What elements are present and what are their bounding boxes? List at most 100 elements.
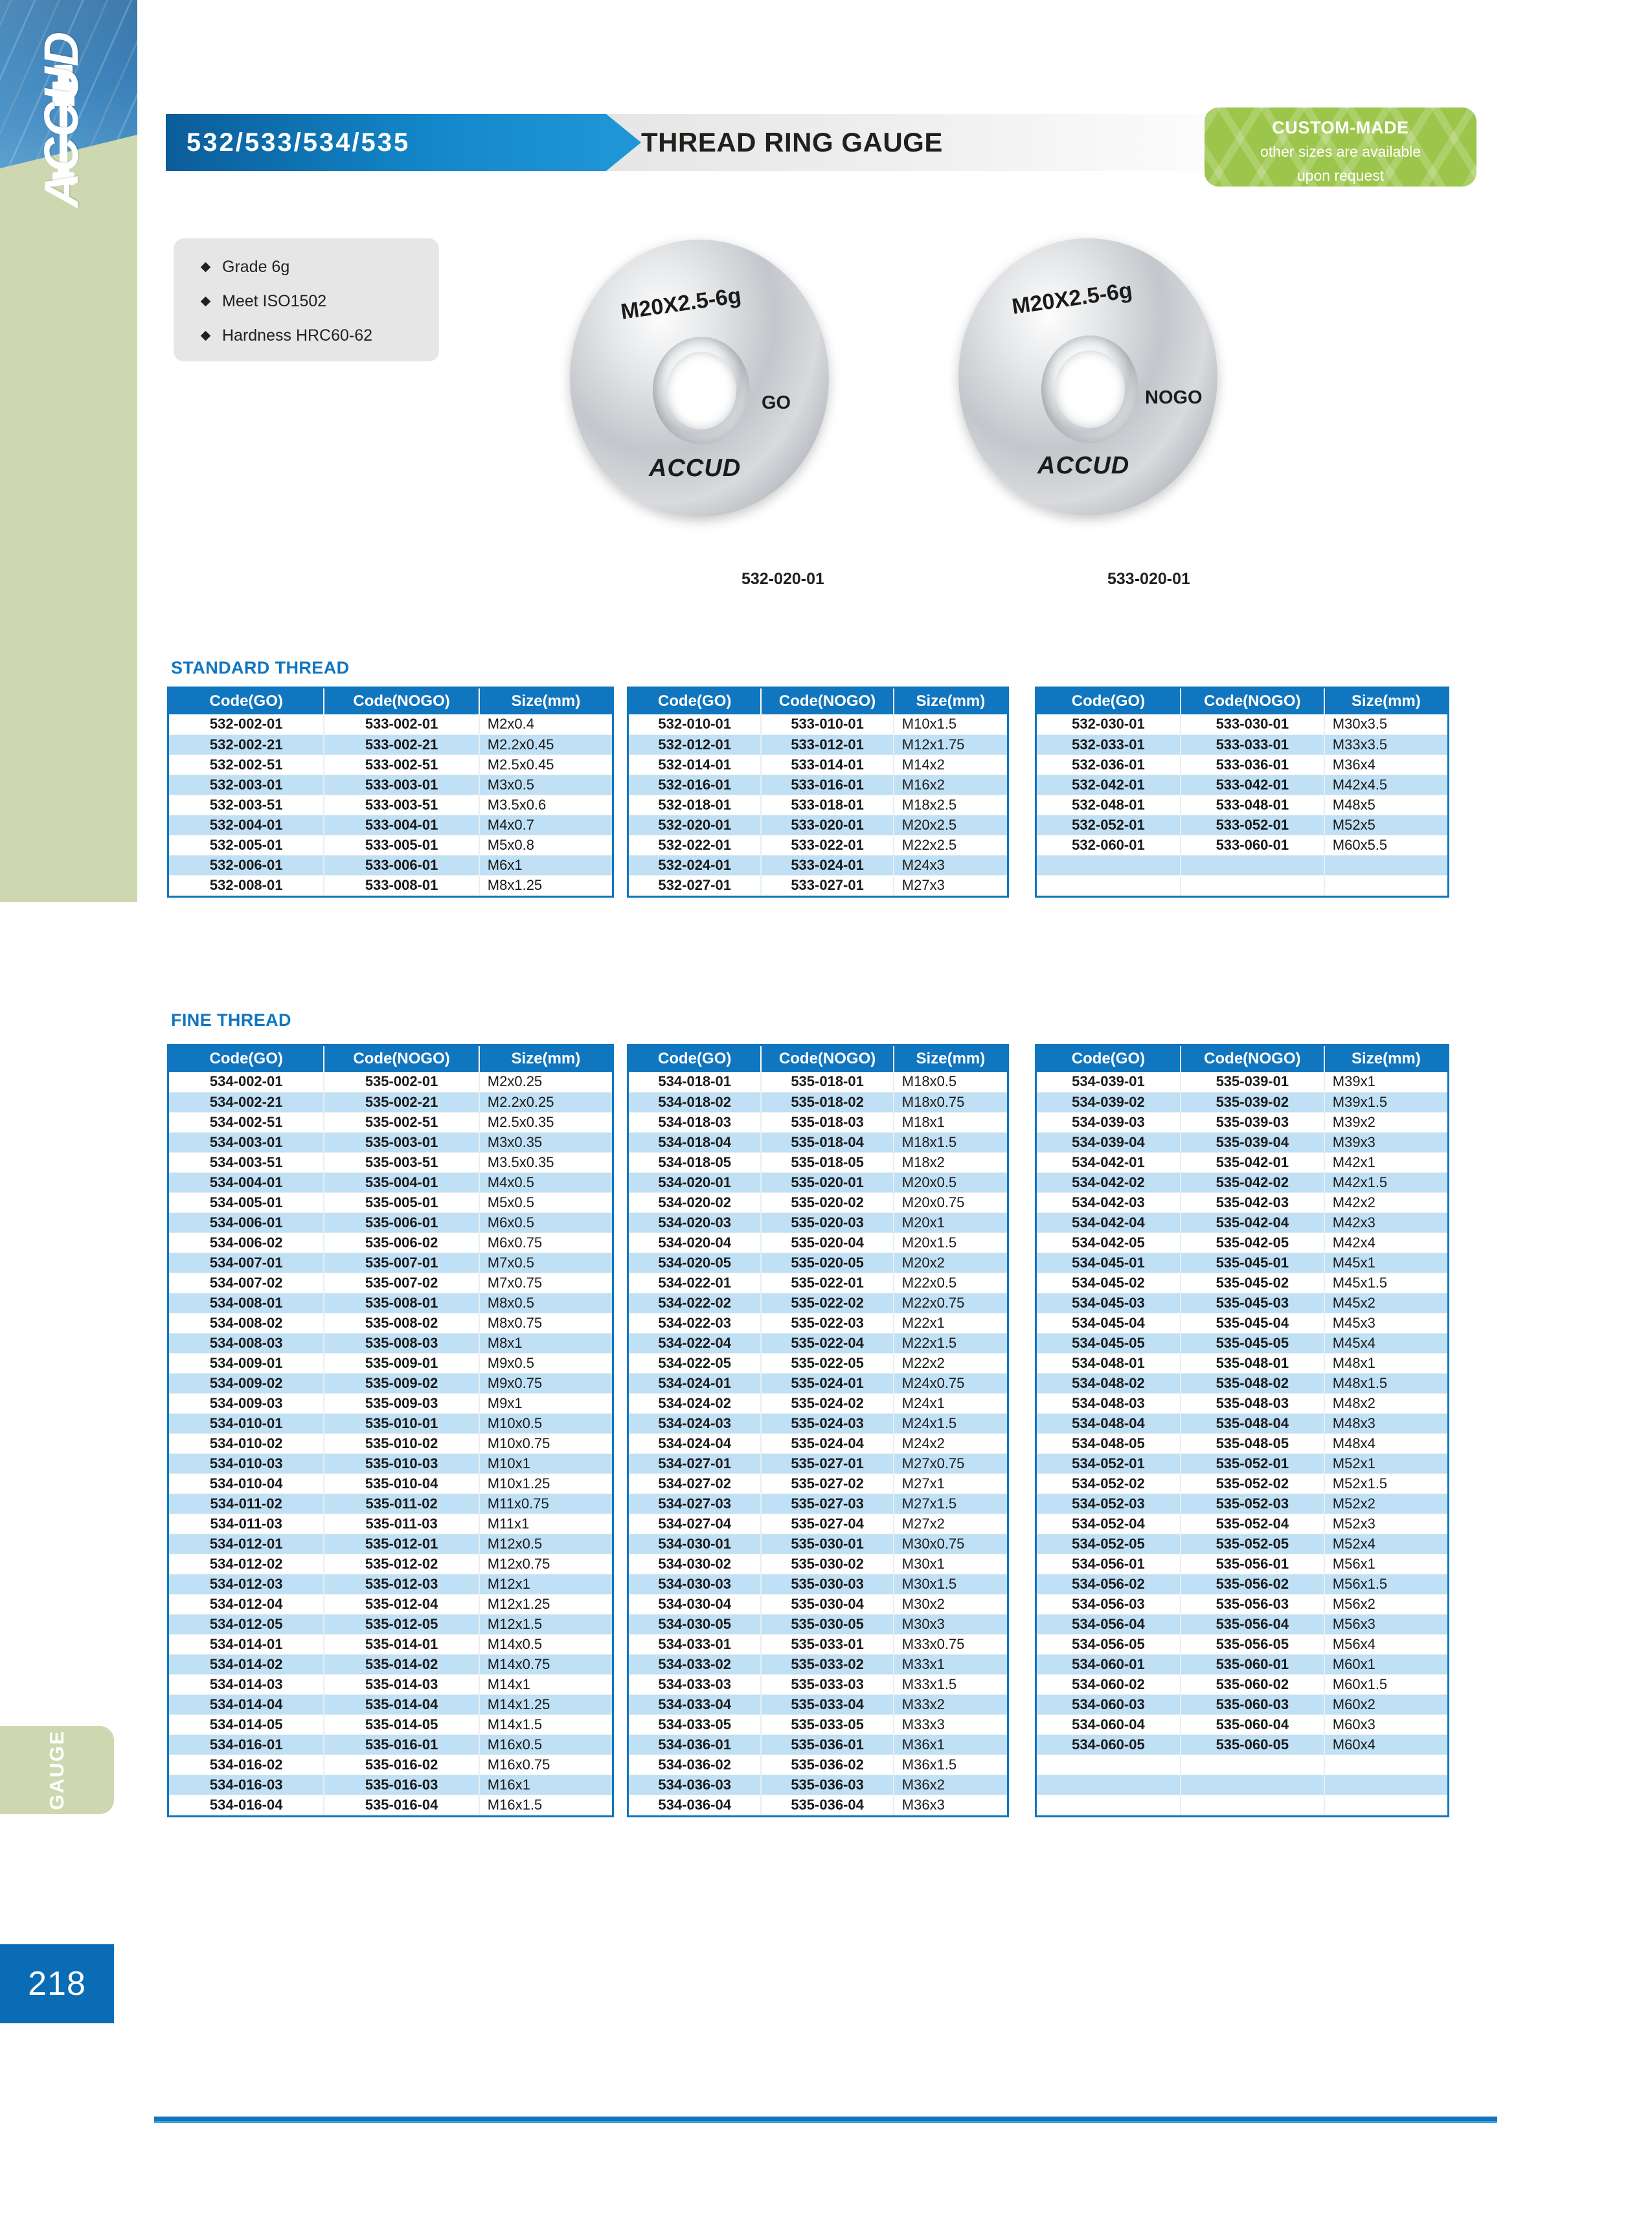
cell-nogo: 535-010-03 (324, 1453, 480, 1474)
cell-nogo: 535-048-03 (1180, 1393, 1325, 1414)
cell-nogo: 535-024-04 (761, 1433, 894, 1454)
table-row: 534-009-02 535-009-02 M9x0.75 (169, 1373, 612, 1394)
cell-go: 534-060-01 (1037, 1654, 1181, 1675)
cell-nogo: 535-012-04 (324, 1594, 480, 1615)
cell-go: 534-012-01 (169, 1534, 325, 1554)
cell-nogo: 535-022-02 (761, 1293, 894, 1313)
table-row: 534-022-01 535-022-01 M22x0.5 (629, 1273, 1007, 1293)
column-header-nogo: Code(NOGO) (1180, 1046, 1325, 1072)
cell-nogo: 535-042-05 (1180, 1232, 1325, 1253)
cell-go: 534-018-05 (629, 1152, 762, 1173)
cell-nogo: 535-033-01 (761, 1634, 894, 1655)
cell-go: 534-060-05 (1037, 1734, 1181, 1755)
cell-size: M16x0.75 (479, 1755, 612, 1775)
table-row: 532-020-01 533-020-01 M20x2.5 (629, 815, 1007, 835)
table-row: 534-018-05 535-018-05 M18x2 (629, 1152, 1007, 1173)
cell-nogo: 535-060-02 (1180, 1674, 1325, 1695)
cell-nogo: 535-012-03 (324, 1574, 480, 1595)
table-row: 534-022-03 535-022-03 M22x1 (629, 1313, 1007, 1334)
cell-size: M18x1 (893, 1112, 1007, 1133)
cell-go: 534-004-01 (169, 1172, 325, 1193)
cell-go: 534-027-01 (629, 1453, 762, 1474)
cell-size: M48x1 (1324, 1353, 1447, 1374)
cell-go: 534-030-03 (629, 1574, 762, 1595)
column-header-go: Code(GO) (169, 1046, 325, 1072)
cell-go: 534-048-03 (1037, 1393, 1181, 1414)
table-row: 534-004-01 535-004-01 M4x0.5 (169, 1172, 612, 1193)
cell-go: 534-020-05 (629, 1253, 762, 1273)
cell-size: M12x0.75 (479, 1554, 612, 1574)
cell-go: 534-042-05 (1037, 1232, 1181, 1253)
table-row (1037, 1755, 1447, 1775)
cell-size: M42x4.5 (1324, 775, 1447, 795)
cell-size: M22x1 (893, 1313, 1007, 1334)
cell-size: M8x1.25 (479, 875, 612, 896)
table-row: 534-010-04 535-010-04 M10x1.25 (169, 1473, 612, 1494)
table-row: 534-016-02 535-016-02 M16x0.75 (169, 1755, 612, 1775)
cell-go: 534-024-04 (629, 1433, 762, 1454)
cell-go: 534-002-21 (169, 1092, 325, 1113)
cell-nogo: 535-030-02 (761, 1554, 894, 1574)
table-row: 534-009-01 535-009-01 M9x0.5 (169, 1353, 612, 1374)
cell-nogo: 535-033-04 (761, 1694, 894, 1715)
table-row: 534-011-03 535-011-03 M11x1 (169, 1514, 612, 1534)
cell-size: M16x1.5 (479, 1795, 612, 1815)
cell-go: 534-012-02 (169, 1554, 325, 1574)
cell-nogo: 535-060-01 (1180, 1654, 1325, 1675)
cell-nogo: 535-010-01 (324, 1413, 480, 1434)
ring-bore (653, 337, 750, 444)
cell-size: M36x2 (893, 1775, 1007, 1795)
table-row: 532-042-01 533-042-01 M42x4.5 (1037, 775, 1447, 795)
cell-go: 532-022-01 (629, 835, 762, 856)
table-row: 534-052-04 535-052-04 M52x3 (1037, 1514, 1447, 1534)
cell-go: 532-042-01 (1037, 775, 1181, 795)
table-row: 534-018-01 535-018-01 M18x0.5 (629, 1072, 1007, 1093)
cell-nogo: 535-014-04 (324, 1694, 480, 1715)
cell-go: 534-048-05 (1037, 1433, 1181, 1454)
cell-go: 534-030-05 (629, 1614, 762, 1635)
cell-go: 534-014-04 (169, 1694, 325, 1715)
cell-size: M2.5x0.35 (479, 1112, 612, 1133)
feature-item: Meet ISO1502 (200, 293, 439, 310)
table-row: 532-002-01 533-002-01 M2x0.4 (169, 714, 612, 735)
table-row: 534-048-05 535-048-05 M48x4 (1037, 1433, 1447, 1454)
cell-go: 534-009-03 (169, 1393, 325, 1414)
cell-go: 532-018-01 (629, 795, 762, 815)
cell-nogo: 535-052-01 (1180, 1453, 1325, 1474)
cell-nogo: 535-020-03 (761, 1212, 894, 1233)
column-header-size: Size(mm) (479, 1046, 612, 1072)
column-header-size: Size(mm) (893, 688, 1007, 714)
column-header-nogo: Code(NOGO) (324, 1046, 480, 1072)
cell-go: 534-060-02 (1037, 1674, 1181, 1695)
table-row: 534-006-01 535-006-01 M6x0.5 (169, 1212, 612, 1233)
table-row: 534-039-02 535-039-02 M39x1.5 (1037, 1092, 1447, 1113)
ring-marking-brand: ACCUD (1037, 452, 1130, 479)
cell-go: 534-033-03 (629, 1674, 762, 1695)
cell-size: M52x4 (1324, 1534, 1447, 1554)
cell-size (1324, 1775, 1447, 1795)
table-fine-thread-1: Code(GO) Code(NOGO) Size(mm) 534-002-01 535-… (167, 1044, 614, 1817)
cell-size: M4x0.5 (479, 1172, 612, 1193)
cell-size: M36x1.5 (893, 1755, 1007, 1775)
cell-go: 534-048-04 (1037, 1413, 1181, 1434)
cell-nogo: 535-008-03 (324, 1333, 480, 1354)
diamond-bullet-icon (200, 330, 211, 341)
table-row: 534-036-04 535-036-04 M36x3 (629, 1795, 1007, 1815)
table-row: 534-007-02 535-007-02 M7x0.75 (169, 1273, 612, 1293)
cell-nogo: 535-027-02 (761, 1473, 894, 1494)
cell-nogo: 533-052-01 (1180, 815, 1325, 835)
table-row: 534-030-03 535-030-03 M30x1.5 (629, 1574, 1007, 1595)
cell-nogo: 535-018-05 (761, 1152, 894, 1173)
cell-size: M2x0.25 (479, 1072, 612, 1093)
cell-size: M12x0.5 (479, 1534, 612, 1554)
page-number: 218 (0, 1944, 114, 2023)
column-header-size: Size(mm) (479, 688, 612, 714)
cell-nogo: 535-056-04 (1180, 1614, 1325, 1635)
table-row: 534-024-04 535-024-04 M24x2 (629, 1433, 1007, 1454)
column-header-go: Code(GO) (629, 688, 762, 714)
column-header-nogo: Code(NOGO) (761, 1046, 894, 1072)
cell-size: M14x0.5 (479, 1634, 612, 1655)
cell-size: M4x0.7 (479, 815, 612, 835)
cell-nogo: 535-045-04 (1180, 1313, 1325, 1334)
cell-size: M7x0.75 (479, 1273, 612, 1293)
